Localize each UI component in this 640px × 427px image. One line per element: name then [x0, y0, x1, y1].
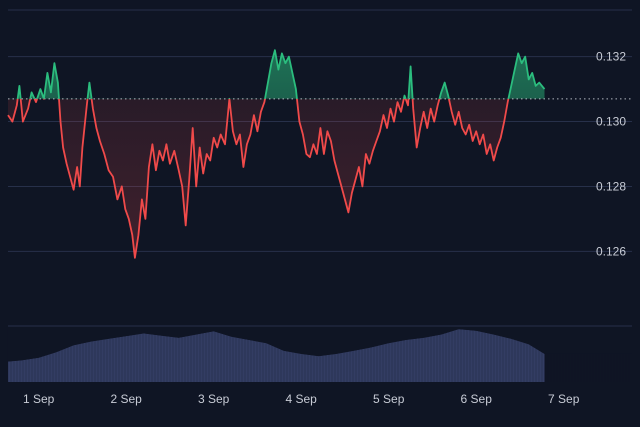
price-line — [7, 49, 546, 259]
x-tick-label: 4 Sep — [286, 392, 318, 406]
x-tick-label: 5 Sep — [373, 392, 405, 406]
volume-area — [7, 328, 632, 382]
x-axis-ticks: 1 Sep 2 Sep 3 Sep 4 Sep 5 Sep 6 Sep 7 Sep — [23, 392, 580, 406]
price-line-above — [16, 49, 546, 99]
area-above-baseline — [8, 50, 545, 99]
x-tick-label: 3 Sep — [198, 392, 230, 406]
price-area-fill — [8, 50, 545, 258]
price-line-below — [7, 98, 510, 259]
x-tick-label: 2 Sep — [110, 392, 142, 406]
x-tick-label: 7 Sep — [548, 392, 580, 406]
y-tick-label: 0.128 — [596, 179, 626, 193]
area-below-baseline — [8, 98, 509, 258]
x-tick-label: 6 Sep — [461, 392, 493, 406]
x-tick-label: 1 Sep — [23, 392, 55, 406]
y-tick-label: 0.126 — [596, 244, 626, 258]
y-axis-ticks: 0.126 0.128 0.130 0.132 — [596, 50, 626, 259]
volume-mask — [8, 328, 632, 362]
y-tick-label: 0.130 — [596, 115, 626, 129]
y-tick-label: 0.132 — [596, 50, 626, 64]
volume-area-path — [8, 329, 545, 382]
